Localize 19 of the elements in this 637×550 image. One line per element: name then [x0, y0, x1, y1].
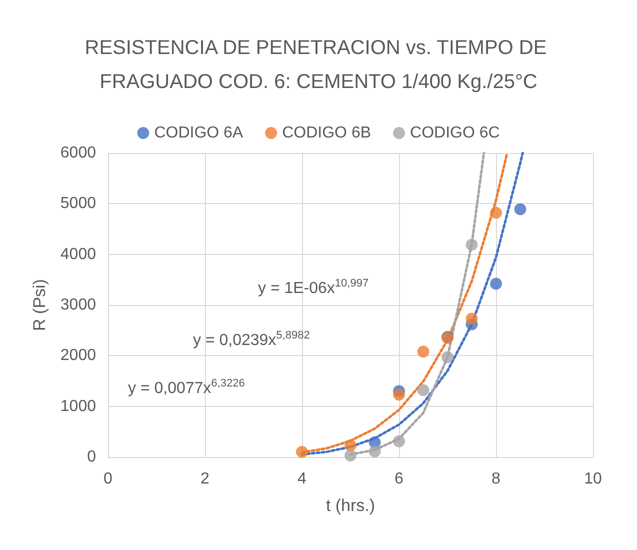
x-tick-label: 10	[584, 470, 602, 488]
y-tick-label: 6000	[60, 144, 96, 162]
legend-label: CODIGO 6C	[410, 124, 500, 142]
x-tick-label: 8	[492, 470, 501, 488]
x-axis-title: t (hrs.)	[326, 496, 376, 515]
y-tick-label: 1000	[60, 398, 96, 415]
y-tick-label: 2000	[60, 347, 96, 364]
x-tick-label: 4	[298, 470, 307, 488]
y-tick-label: 4000	[60, 246, 96, 263]
y-tick-label: 3000	[60, 296, 96, 314]
legend-label: CODIGO 6A	[154, 124, 244, 142]
y-tick-label: 5000	[60, 195, 96, 212]
x-tick-label: 6	[394, 470, 404, 488]
chart-title: RESISTENCIA DE PENETRACION vs. TIEMPO DE FRAGUADO COD. 6: CEMENTO 1/400 Kg./25°C	[84, 37, 552, 93]
y-axis-title: R (Psi)	[30, 279, 49, 331]
x-tick-label: 2	[200, 470, 210, 488]
y-tick-label: 0	[87, 448, 96, 466]
legend-label: CODIGO 6B	[282, 124, 372, 142]
x-tick-label: 0	[104, 470, 113, 488]
